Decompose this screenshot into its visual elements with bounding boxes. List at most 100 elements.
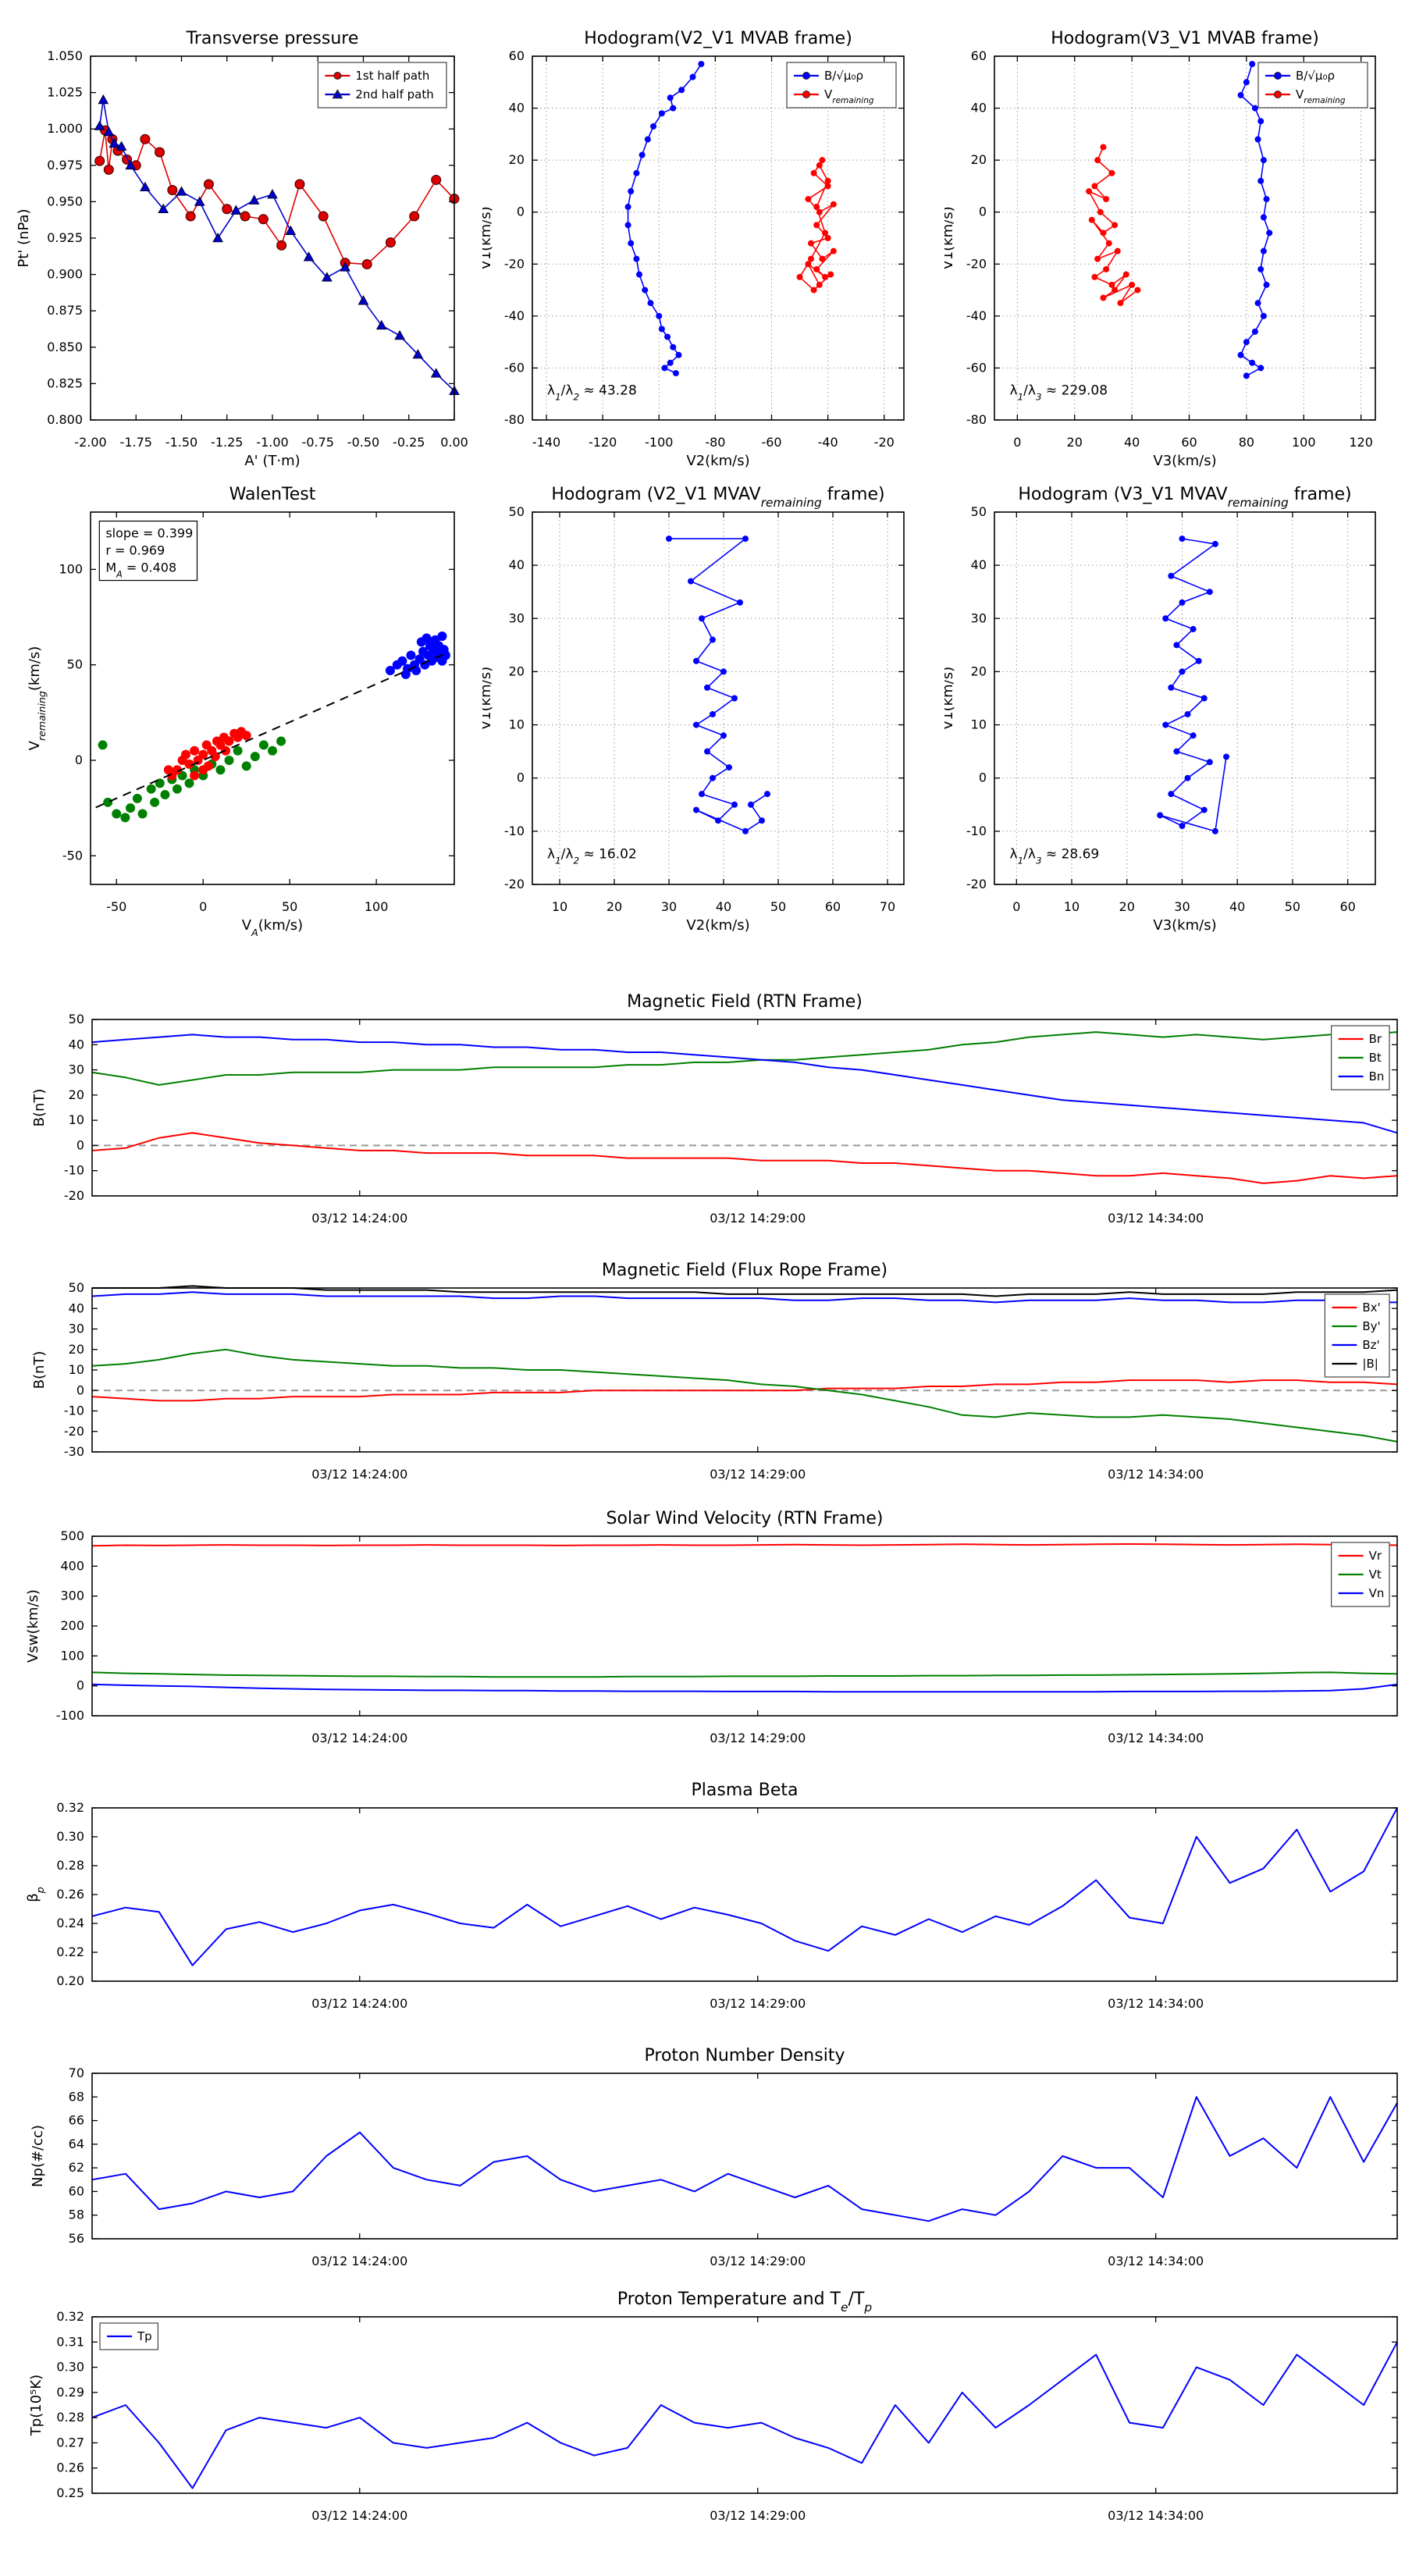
text-glyph: 0.20 <box>56 1973 84 1988</box>
text-glyph: 60 <box>1181 435 1197 450</box>
chart-title: Transverse pressure <box>186 29 359 48</box>
series-Br <box>91 1132 1398 1184</box>
tspan-glyph: B/√μ₀ρ <box>824 69 863 83</box>
circle-glyph <box>1168 572 1175 579</box>
circle-glyph <box>636 271 643 278</box>
text-glyph: 80 <box>1239 435 1254 450</box>
path-glyph <box>322 272 333 282</box>
grid <box>994 511 1375 885</box>
y-axis: 56 58 60 62 64 66 68 70 <box>69 2065 1397 2246</box>
text-glyph: 0 <box>1013 435 1021 450</box>
text-glyph: -2.00 <box>74 435 106 450</box>
tspan-glyph: (km/s) <box>27 646 43 691</box>
text-glyph: 0.24 <box>56 1916 84 1930</box>
tspan-glyph: Np(#/cc) <box>30 2125 46 2187</box>
circle-glyph <box>764 791 770 798</box>
text-glyph: 0 <box>199 899 207 914</box>
series-proton-density <box>91 2096 1398 2222</box>
circle-glyph <box>1108 281 1115 288</box>
text-glyph: 30 <box>661 899 677 914</box>
circle-glyph <box>1190 732 1197 739</box>
tspan-glyph: Hodogram(V3_V1 MVAB frame) <box>1051 29 1319 48</box>
text-glyph: -20 <box>966 256 987 271</box>
circle-glyph <box>1211 827 1218 834</box>
circle-glyph <box>1206 759 1213 766</box>
circle-glyph <box>181 749 191 760</box>
circle-glyph <box>98 740 108 750</box>
text-glyph: -10 <box>966 824 987 838</box>
path-glyph <box>267 189 278 199</box>
circle-glyph <box>1086 188 1093 195</box>
tspan-glyph: λ <box>1010 382 1018 398</box>
circle-glyph <box>824 235 831 241</box>
text-glyph: -80 <box>705 435 725 450</box>
circle-glyph <box>1094 157 1101 164</box>
circle-glyph <box>802 72 810 80</box>
text-glyph: -80 <box>966 412 987 427</box>
tspan-glyph: V1(km/s) <box>944 206 956 269</box>
circle-glyph <box>1097 208 1104 215</box>
x-axis: 0 20 40 60 80 100 120 <box>1013 56 1373 450</box>
chart-title: Magnetic Field (RTN Frame) <box>627 992 863 1012</box>
circle-glyph <box>126 803 136 813</box>
tspan-glyph: V1(km/s) <box>482 206 494 269</box>
circle-glyph <box>1179 535 1186 543</box>
tspan-glyph: 2nd half path <box>355 87 433 101</box>
circle-glyph <box>1173 748 1180 755</box>
circle-glyph <box>1100 294 1107 301</box>
path-glyph <box>91 1034 1398 1134</box>
circle-glyph <box>1274 91 1282 98</box>
rect-glyph <box>1257 62 1368 109</box>
circle-glyph <box>698 60 705 67</box>
text-glyph: -1.50 <box>165 435 197 450</box>
text-glyph: 20 <box>606 899 622 914</box>
text-glyph: 0.31 <box>56 2334 84 2349</box>
x-axis: -50 0 50 100 <box>106 512 388 914</box>
text-glyph: λ1/λ3 ≈ 229.08 <box>1010 382 1108 402</box>
circle-glyph <box>1200 806 1208 813</box>
circle-glyph <box>638 151 646 158</box>
circle-glyph <box>810 169 817 176</box>
x-axis: 03/12 14:24:00 03/12 14:29:00 03/12 14:34:… <box>311 1536 1204 1745</box>
tspan-glyph: |B| <box>1362 1357 1378 1371</box>
circle-glyph <box>422 633 432 643</box>
legend: B/√μ₀ρ Vremaining <box>786 62 897 109</box>
text-glyph: -1.25 <box>211 435 243 450</box>
plot-frame <box>91 2316 1398 2494</box>
circle-glyph <box>1243 79 1250 86</box>
path-glyph <box>140 181 151 192</box>
tspan-glyph: Vn <box>1369 1586 1385 1600</box>
path-glyph <box>91 1683 1398 1693</box>
plot-frame <box>91 2073 1398 2240</box>
legend: Br Bt Bn <box>1330 1025 1390 1091</box>
text-glyph: MA = 0.408 <box>105 560 176 580</box>
circle-glyph <box>198 749 208 760</box>
tspan-glyph: ≈ 43.28 <box>579 382 637 398</box>
circle-glyph <box>633 255 640 262</box>
circle-glyph <box>688 578 694 585</box>
tspan-glyph: Br <box>1369 1032 1382 1046</box>
path-glyph <box>91 1543 1398 1547</box>
text-glyph: -120 <box>589 435 617 450</box>
text-glyph: Vremaining <box>1296 87 1346 105</box>
circle-glyph <box>650 123 657 130</box>
circle-glyph <box>1168 791 1175 798</box>
tspan-glyph: V3(km/s) <box>1153 453 1216 469</box>
text-glyph: -20 <box>504 256 525 271</box>
tspan-glyph: By' <box>1362 1319 1380 1333</box>
text-glyph: -40 <box>504 308 525 323</box>
text-glyph: 10 <box>509 717 525 732</box>
circle-glyph <box>103 797 113 807</box>
text-glyph: 70 <box>880 899 895 914</box>
plot-frame <box>994 55 1376 421</box>
tspan-glyph: /λ <box>561 382 574 398</box>
y-axis-label: B(nT) <box>31 1089 48 1127</box>
text-glyph: slope = 0.399 <box>105 526 193 541</box>
path-glyph <box>394 329 405 340</box>
series-v-remaining-hodogram <box>1086 144 1141 307</box>
text-glyph: 03/12 14:24:00 <box>311 1731 407 1745</box>
tspan-glyph: A <box>251 927 258 938</box>
chart-hodogram-v2v1-mvav: 10 20 30 40 50 60 70 -20 -10 0 10 20 30 40 50 Hodogram … <box>478 485 905 934</box>
text-glyph: 50 <box>282 899 297 914</box>
y-axis: -30 -20 -10 0 10 20 30 40 50 <box>64 1280 1397 1459</box>
